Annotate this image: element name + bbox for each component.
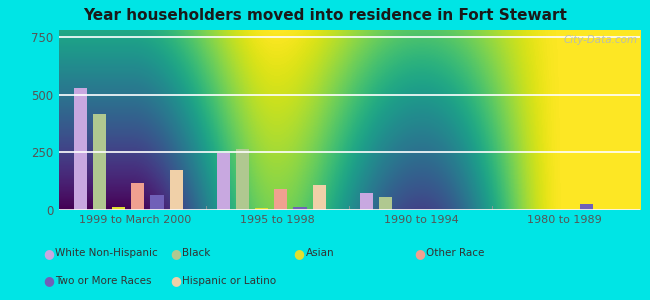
Bar	[112, 206, 125, 210]
Text: White Non-Hispanic: White Non-Hispanic	[55, 248, 158, 259]
Text: ●: ●	[44, 274, 54, 287]
Text: ●: ●	[44, 247, 54, 260]
Text: Black: Black	[182, 248, 211, 259]
Bar	[73, 88, 86, 210]
Bar	[274, 189, 287, 210]
Text: ●: ●	[294, 247, 304, 260]
Bar	[580, 204, 593, 210]
Text: City-Data.com: City-Data.com	[563, 35, 638, 45]
Bar	[93, 114, 106, 210]
Text: Other Race: Other Race	[426, 248, 484, 259]
Bar	[294, 206, 307, 210]
Text: ●: ●	[170, 274, 181, 287]
Bar	[131, 184, 144, 210]
Text: ●: ●	[170, 247, 181, 260]
Bar	[379, 197, 392, 210]
Bar	[150, 195, 164, 210]
Text: ●: ●	[414, 247, 424, 260]
Bar	[359, 193, 373, 210]
Text: Two or More Races: Two or More Races	[55, 275, 151, 286]
Text: Year householders moved into residence in Fort Stewart: Year householders moved into residence i…	[83, 8, 567, 22]
Text: Asian: Asian	[306, 248, 334, 259]
Bar	[313, 184, 326, 210]
Bar	[216, 154, 230, 210]
Bar	[255, 208, 268, 210]
Bar	[236, 149, 249, 210]
Bar	[170, 169, 183, 210]
Text: Hispanic or Latino: Hispanic or Latino	[182, 275, 276, 286]
